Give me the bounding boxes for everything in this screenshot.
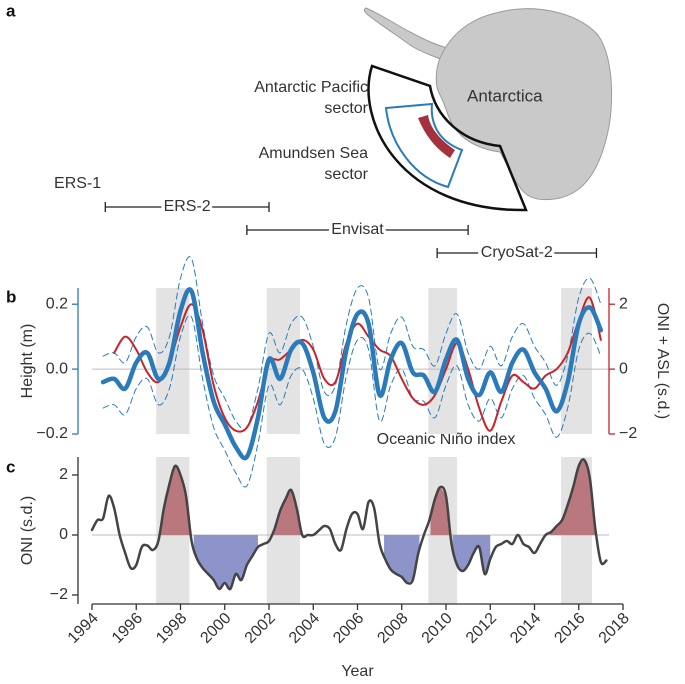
y-axis-title: Height (m) bbox=[19, 324, 36, 399]
anomaly-fill bbox=[452, 535, 491, 574]
x-tick-label: 2012 bbox=[463, 610, 500, 647]
region-label: Antarctica bbox=[467, 86, 543, 105]
sector-label: Amundsen Sea bbox=[259, 145, 369, 162]
panel-label: b bbox=[6, 287, 16, 306]
anomaly-fill bbox=[160, 466, 192, 541]
map: Antarctica Antarctic Pacific sector Amun… bbox=[254, 7, 613, 212]
y2-tick-label: −2 bbox=[619, 425, 637, 442]
x-tick-label: 1996 bbox=[109, 610, 146, 647]
antarctic-pacific-sector bbox=[367, 64, 528, 212]
y2-axis-title: ONI + ASL (s.d.) bbox=[654, 303, 671, 419]
y-axis-title: ONI (s.d.) bbox=[19, 496, 36, 565]
anomaly-fill bbox=[549, 460, 596, 535]
panel-label: a bbox=[6, 1, 16, 20]
shaded-period bbox=[428, 288, 458, 434]
y-tick-label: 0.0 bbox=[46, 360, 68, 377]
antarctica-continent bbox=[435, 8, 613, 201]
x-axis-title: Year bbox=[341, 663, 374, 680]
y2-tick-label: 2 bbox=[619, 295, 628, 312]
amundsen-coast bbox=[418, 115, 455, 158]
y2-tick-label: 0 bbox=[619, 360, 628, 377]
antarctic-peninsula bbox=[363, 7, 449, 61]
series-line bbox=[102, 315, 602, 488]
series-line bbox=[90, 458, 608, 591]
sector-label: Antarctic Pacific bbox=[254, 79, 368, 96]
x-tick-label: 2006 bbox=[330, 610, 367, 647]
series-line bbox=[102, 256, 602, 430]
sector-label: sector bbox=[324, 166, 368, 183]
y-tick-label: 0.2 bbox=[46, 295, 68, 312]
x-tick-label: 2018 bbox=[596, 610, 633, 647]
mission-label: CryoSat-2 bbox=[481, 244, 553, 261]
y-tick-label: −2 bbox=[50, 586, 68, 603]
x-tick-label: 2014 bbox=[507, 610, 544, 647]
x-tick-label: 2010 bbox=[419, 610, 456, 647]
mission-label: ERS-2 bbox=[164, 198, 211, 215]
mission-label: Envisat bbox=[331, 221, 384, 238]
x-tick-label: 2000 bbox=[197, 610, 234, 647]
mission-label: ERS-1 bbox=[54, 175, 101, 192]
shaded-period bbox=[156, 288, 190, 434]
annotation: Oceanic Niño index bbox=[377, 431, 516, 448]
amundsen-sea-sector bbox=[384, 102, 464, 189]
series-line bbox=[100, 287, 604, 461]
x-tick-label: 2004 bbox=[286, 610, 323, 647]
panel-label: c bbox=[6, 457, 15, 476]
x-tick-label: 2002 bbox=[242, 610, 279, 647]
anomaly-fill bbox=[273, 490, 303, 535]
x-tick-label: 1998 bbox=[153, 610, 190, 647]
y-tick-label: 0 bbox=[59, 526, 68, 543]
x-tick-label: 1994 bbox=[65, 610, 102, 647]
x-tick-label: 2016 bbox=[551, 610, 588, 647]
y-tick-label: −0.2 bbox=[36, 425, 68, 442]
y-tick-label: 2 bbox=[59, 466, 68, 483]
x-tick-label: 2008 bbox=[374, 610, 411, 647]
sector-label: sector bbox=[324, 100, 368, 117]
